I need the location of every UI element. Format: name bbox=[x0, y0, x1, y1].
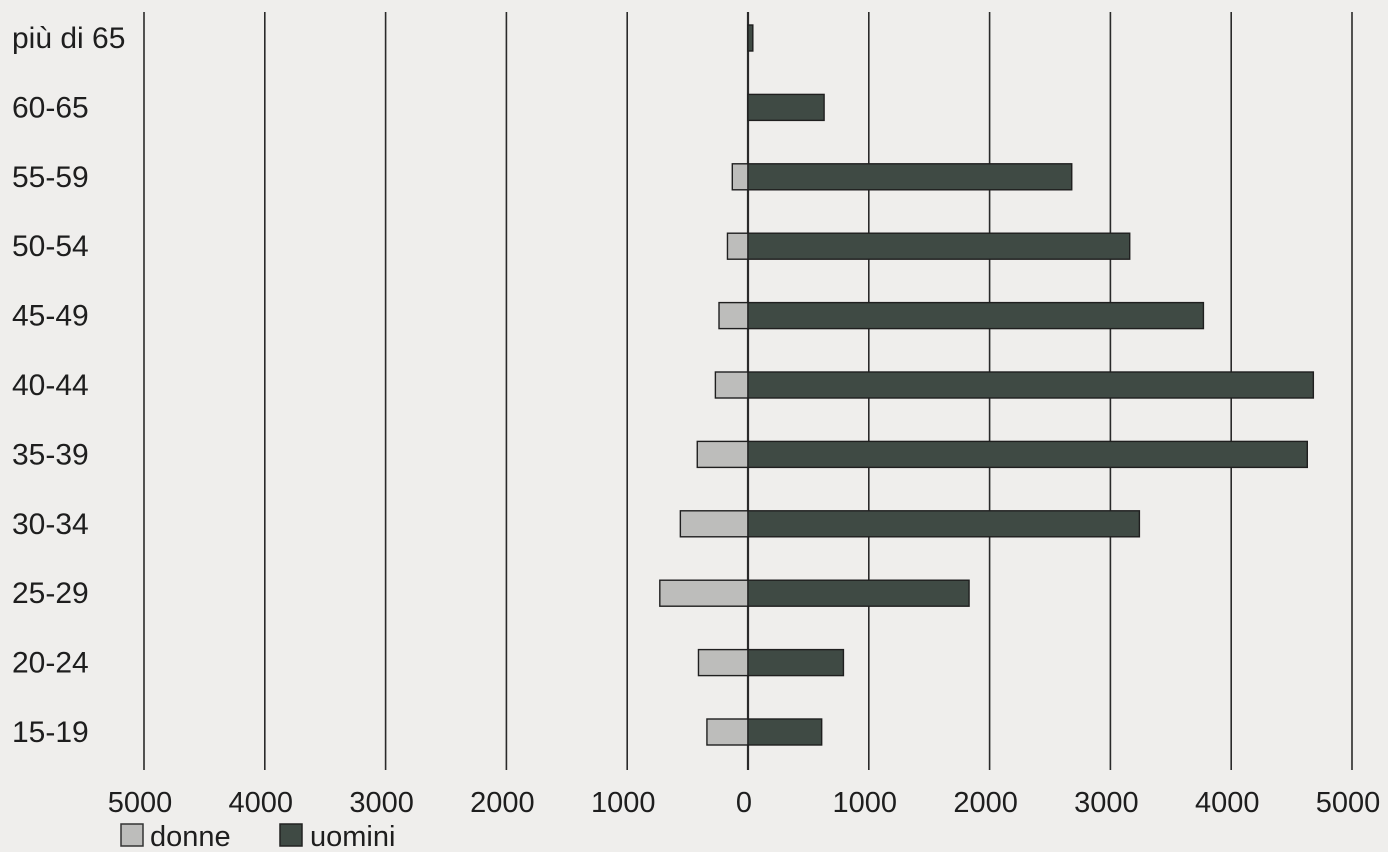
category-label: più di 65 bbox=[12, 22, 125, 55]
x-tick-labels: 5000 4000 3000 2000 1000 0 1000 2000 3000 4000 500… bbox=[108, 787, 1381, 819]
bar-uomini bbox=[747, 24, 754, 52]
bar-donne bbox=[696, 440, 749, 469]
category-labels: più di 65 60-65 55-59 50-54 45-49 40-44 35-39 3… bbox=[12, 22, 125, 749]
x-tick-label: 4000 bbox=[1195, 787, 1260, 819]
x-tick-label: 1000 bbox=[833, 787, 898, 819]
category-label: 20-24 bbox=[12, 647, 89, 680]
bars bbox=[659, 24, 1315, 746]
category-label: 30-34 bbox=[12, 508, 89, 541]
bar-donne bbox=[731, 163, 749, 191]
bar-uomini bbox=[747, 579, 970, 607]
category-label: 25-29 bbox=[12, 577, 89, 610]
bar-uomini bbox=[747, 93, 825, 122]
x-tick-label: 4000 bbox=[229, 787, 294, 819]
bar-donne bbox=[726, 232, 749, 260]
bar-uomini bbox=[747, 648, 845, 677]
legend: donne uomini bbox=[120, 821, 395, 852]
legend-label-uomini: uomini bbox=[310, 821, 395, 852]
category-label: 40-44 bbox=[12, 369, 89, 402]
bar-donne bbox=[679, 510, 749, 538]
bar-uomini bbox=[747, 301, 1205, 330]
x-tick-label: 5000 bbox=[1316, 787, 1381, 819]
legend-label-donne: donne bbox=[150, 821, 231, 852]
category-label: 55-59 bbox=[12, 161, 89, 194]
bar-donne bbox=[714, 371, 749, 399]
bar-donne bbox=[706, 718, 749, 746]
x-tick-label: 3000 bbox=[1074, 787, 1139, 819]
category-label: 50-54 bbox=[12, 230, 89, 263]
bar-donne bbox=[718, 301, 749, 330]
x-tick-label: 2000 bbox=[953, 787, 1018, 819]
x-tick-label: 0 bbox=[736, 787, 752, 819]
category-label: 45-49 bbox=[12, 300, 89, 333]
bar-uomini bbox=[747, 718, 823, 746]
category-label: 60-65 bbox=[12, 91, 89, 124]
x-tick-label: 5000 bbox=[108, 787, 173, 819]
legend-swatch-donne bbox=[120, 823, 144, 847]
bar-donne bbox=[697, 648, 749, 677]
legend-swatch-uomini bbox=[279, 823, 303, 847]
bar-uomini bbox=[747, 163, 1073, 191]
x-tick-label: 3000 bbox=[349, 787, 414, 819]
bar-uomini bbox=[747, 510, 1141, 538]
x-tick-label: 1000 bbox=[591, 787, 656, 819]
category-label: 35-39 bbox=[12, 438, 89, 471]
bar-uomini bbox=[747, 371, 1315, 399]
category-label: 15-19 bbox=[12, 716, 89, 749]
bar-donne bbox=[659, 579, 749, 607]
bar-uomini bbox=[747, 232, 1131, 260]
x-tick-label: 2000 bbox=[470, 787, 535, 819]
bar-uomini bbox=[747, 440, 1309, 469]
